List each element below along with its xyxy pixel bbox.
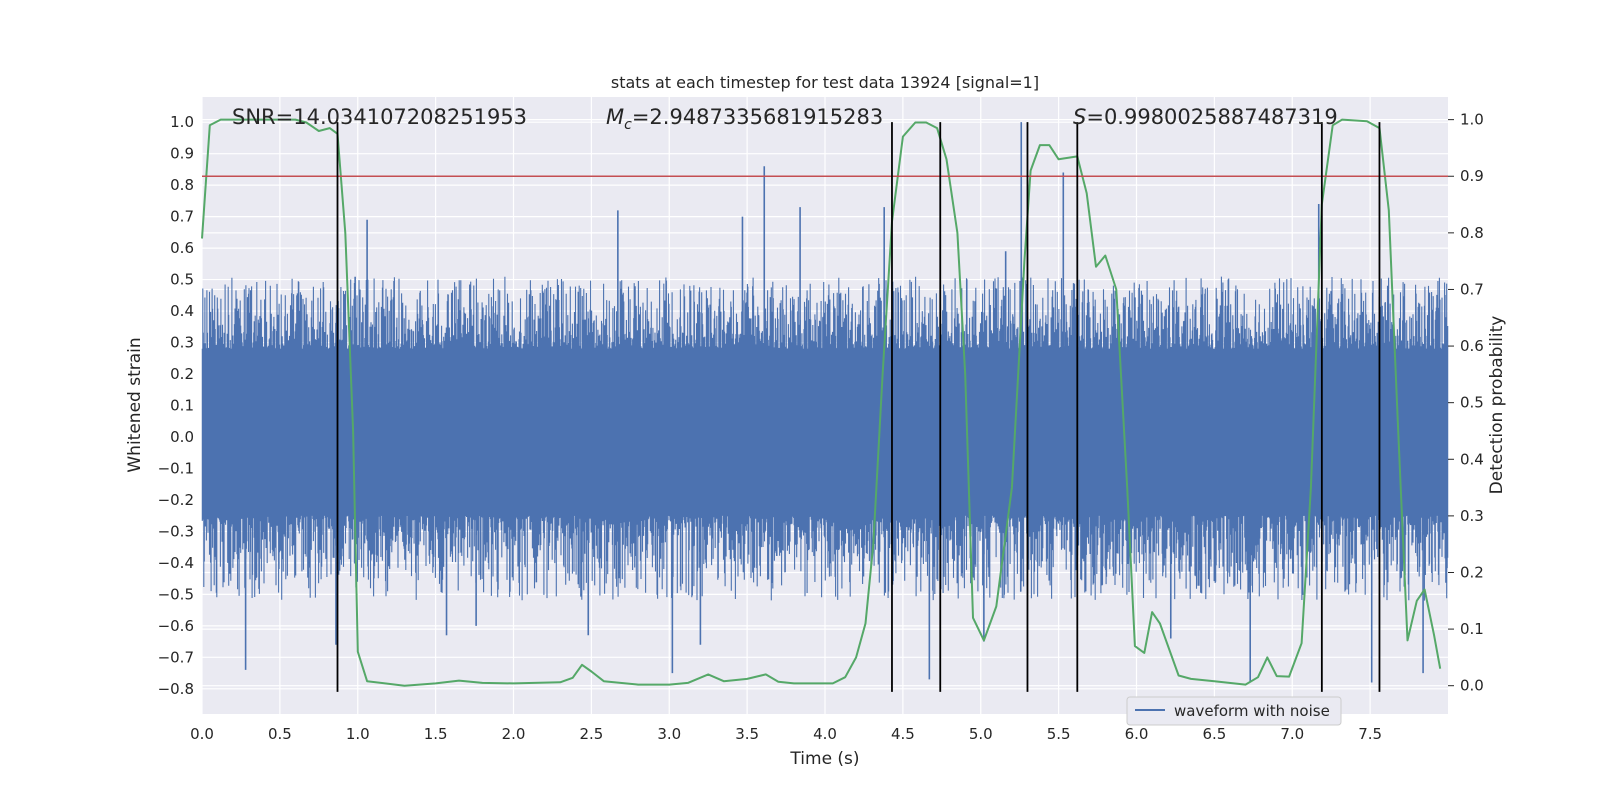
y-tick-label: −0.6	[158, 617, 194, 635]
y-axis-label-left: Whitened strain	[125, 337, 145, 472]
mc-annotation: Mc=2.9487335681915283	[606, 105, 883, 133]
x-tick-label: 1.5	[424, 725, 448, 743]
y-tick-label: 0.4	[170, 302, 194, 320]
x-tick-label: 5.0	[969, 725, 993, 743]
y-right-tick-label: 1.0	[1460, 111, 1484, 129]
legend-box	[1126, 696, 1342, 726]
y-right-tick-label: 0.8	[1460, 224, 1484, 242]
y-tick-label: −0.5	[158, 585, 194, 603]
waveform-core-band	[202, 348, 1448, 516]
mc-symbol: M	[606, 105, 624, 129]
s-symbol: S	[1073, 105, 1086, 129]
s-value: =0.9980025887487319	[1086, 105, 1337, 129]
legend-label: waveform with noise	[1174, 702, 1330, 720]
y-axis-label-right: Detection probability	[1487, 316, 1507, 495]
x-tick-label: 4.5	[891, 725, 915, 743]
y-right-tick-label: 0.3	[1460, 507, 1484, 525]
x-tick-label: 2.0	[502, 725, 526, 743]
detection-probability-line	[201, 118, 1442, 687]
s-annotation: S=0.9980025887487319	[1073, 105, 1338, 129]
x-tick-label: 0.0	[190, 725, 214, 743]
y-right-tick-label: 0.1	[1460, 620, 1484, 638]
y-tick-label: −0.1	[158, 459, 194, 477]
y-tick-label: 0.0	[170, 428, 194, 446]
x-tick-label: 6.5	[1202, 725, 1226, 743]
y-tick-label: −0.8	[158, 680, 194, 698]
y-tick-label: −0.2	[158, 491, 194, 509]
y-tick-label: 0.8	[170, 176, 194, 194]
y-tick-label: 0.7	[170, 208, 194, 226]
x-tick-label: 0.5	[268, 725, 292, 743]
legend: waveform with noise	[1126, 696, 1342, 726]
y-right-tick-label: 0.7	[1460, 280, 1484, 298]
vertical-markers	[336, 122, 1381, 692]
y-right-tick-label: 0.6	[1460, 337, 1484, 355]
y-tick-label: −0.4	[158, 554, 194, 572]
x-tick-label: 2.5	[579, 725, 603, 743]
left-y-axis: −0.8 −0.7 −0.6 −0.5 −0.4 −0.3 −0.2 −0.1 0.0 0.1 0.…	[158, 113, 194, 698]
x-tick-label: 6.0	[1125, 725, 1149, 743]
y-right-tick-label: 0.0	[1460, 677, 1484, 695]
x-tick-label: 4.0	[813, 725, 837, 743]
snr-annotation: SNR=14.034107208251953	[232, 105, 527, 129]
y-right-tick-label: 0.5	[1460, 394, 1484, 412]
y-tick-label: 0.6	[170, 239, 194, 257]
waveform-series	[201, 122, 1449, 683]
y-tick-label: −0.3	[158, 522, 194, 540]
x-tick-label: 1.0	[346, 725, 370, 743]
x-tick-label: 7.0	[1280, 725, 1304, 743]
y-tick-label: 0.5	[170, 271, 194, 289]
x-tick-label: 7.5	[1358, 725, 1382, 743]
detection-probability-series	[201, 118, 1442, 687]
x-axis-label: Time (s)	[789, 749, 859, 769]
y-tick-label: 0.9	[170, 145, 194, 163]
y-tick-label: −0.7	[158, 648, 194, 666]
right-y-axis: 0.0 0.1 0.2 0.3 0.4 0.5 0.6 0.7 0.8 0.9 1.0	[1448, 111, 1484, 695]
x-axis: 0.0 0.5 1.0 1.5 2.0 2.5 3.0 3.5 4.0 4.5 5.0 5.5 6.0 6…	[190, 725, 1382, 743]
y-tick-label: 0.2	[170, 365, 194, 383]
y-tick-label: 0.1	[170, 397, 194, 415]
mc-value: =2.9487335681915283	[632, 105, 883, 129]
y-right-tick-label: 0.4	[1460, 450, 1484, 468]
chart-title: stats at each timestep for test data 139…	[611, 73, 1039, 92]
y-right-tick-label: 0.2	[1460, 563, 1484, 581]
y-tick-label: 1.0	[170, 113, 194, 131]
x-tick-label: 3.0	[657, 725, 681, 743]
x-tick-label: 3.5	[735, 725, 759, 743]
y-right-tick-label: 0.9	[1460, 167, 1484, 185]
y-tick-label: 0.3	[170, 334, 194, 352]
mc-subscript: c	[624, 117, 632, 133]
x-tick-label: 5.5	[1047, 725, 1071, 743]
